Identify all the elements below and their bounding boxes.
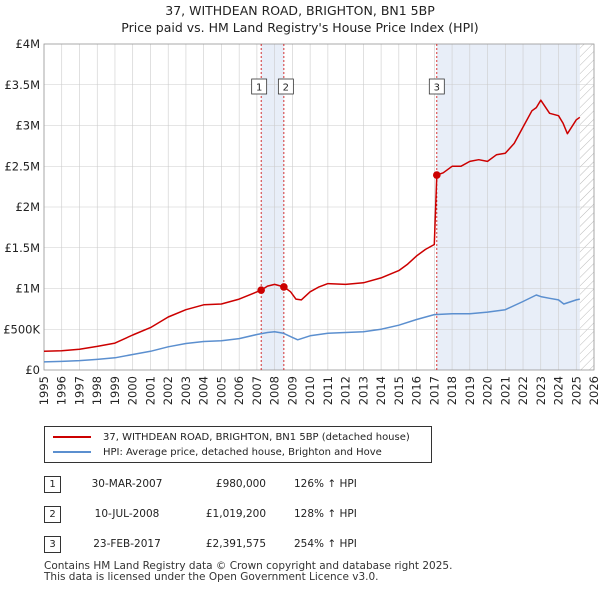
legend-swatch-hpi: [53, 451, 91, 453]
chart-subtitle: Price paid vs. HM Land Registry's House …: [121, 20, 479, 35]
x-tick-label: 2000: [126, 376, 140, 405]
x-tick-label: 2008: [268, 376, 282, 405]
y-tick-label: £1.5M: [4, 241, 40, 255]
x-tick-label: 2005: [214, 376, 228, 405]
legend-item-property: 37, WITHDEAN ROAD, BRIGHTON, BN1 5BP (de…: [53, 430, 410, 444]
sale-row: 2 10-JUL-2008 £1,019,200 128% ↑ HPI: [44, 506, 564, 526]
x-tick-label: 2016: [410, 376, 424, 405]
y-tick-label: £2M: [15, 200, 40, 214]
sale-price: £2,391,575: [205, 538, 266, 550]
x-tick-label: 2023: [534, 376, 548, 405]
x-tick-label: 2003: [179, 376, 193, 405]
y-tick-label: £1M: [15, 282, 40, 296]
sale-point: [280, 283, 288, 291]
property-price-line: [43, 99, 581, 353]
footer-copyright: Contains HM Land Registry data © Crown c…: [44, 560, 453, 572]
sale-date: 10-JUL-2008: [94, 508, 160, 520]
y-tick-label: £2.5M: [4, 159, 40, 173]
legend-label-property: 37, WITHDEAN ROAD, BRIGHTON, BN1 5BP (de…: [103, 431, 410, 443]
x-tick-label: 2012: [339, 376, 353, 405]
y-tick-label: £4M: [15, 37, 40, 51]
x-tick-label: 2018: [445, 376, 459, 405]
sale-number-box: [251, 78, 268, 95]
x-tick-label: 2017: [427, 376, 441, 405]
sale-row: 3 23-FEB-2017 £2,391,575 254% ↑ HPI: [44, 536, 564, 556]
price-chart: £0 £500K £1M £1.5M £2M £2.5M £3M £3.5M £4M 1995 19…: [3, 37, 600, 405]
y-tick-label: £3.5M: [4, 78, 40, 92]
y-tick-label: £500K: [3, 322, 40, 336]
sale-number-label: 1: [256, 83, 262, 94]
x-tick-label: 2007: [250, 376, 264, 405]
x-tick-label: 2015: [392, 376, 406, 405]
sale-number-box: [277, 78, 294, 95]
sale-number-badge: 1: [44, 476, 61, 493]
x-tick-label: 1995: [37, 376, 51, 405]
sale-point: [257, 286, 265, 294]
sale-hpi-change: 128% ↑ HPI: [294, 508, 357, 520]
hpi-line: [43, 294, 580, 363]
sale-number-box: [428, 78, 445, 95]
sale-number-label: 2: [283, 83, 289, 94]
x-tick-label: 1996: [55, 376, 69, 405]
x-tick-label: 2004: [197, 376, 211, 405]
x-tick-label: 2010: [303, 376, 317, 405]
footer: Contains HM Land Registry data © Crown c…: [44, 561, 452, 583]
x-tick-label: 1999: [108, 376, 122, 405]
x-tick-label: 2022: [516, 376, 530, 405]
sale-point: [433, 171, 441, 179]
x-tick-label: 2011: [321, 376, 335, 405]
x-tick-label: 2020: [481, 376, 495, 405]
x-tick-label: 2009: [285, 376, 299, 405]
x-tick-label: 2002: [161, 376, 175, 405]
x-tick-label: 1997: [72, 376, 86, 405]
legend-item-hpi: HPI: Average price, detached house, Brig…: [53, 445, 382, 459]
y-tick-label: £3M: [15, 119, 40, 133]
sale-number-badge: 3: [44, 536, 61, 553]
sale-row: 1 30-MAR-2007 £980,000 126% ↑ HPI: [44, 476, 564, 496]
chart-title: 37, WITHDEAN ROAD, BRIGHTON, BN1 5BP: [165, 3, 435, 18]
sale-date: 23-FEB-2017: [93, 538, 161, 550]
x-tick-label: 2024: [552, 376, 566, 405]
sale-number-label: 3: [434, 83, 440, 94]
sale-price: £980,000: [215, 478, 266, 490]
x-tick-label: 2001: [143, 376, 157, 405]
legend: 37, WITHDEAN ROAD, BRIGHTON, BN1 5BP (de…: [44, 426, 432, 463]
x-tick-label: 2021: [498, 376, 512, 405]
x-tick-label: 2019: [463, 376, 477, 405]
sale-date: 30-MAR-2007: [91, 478, 163, 490]
x-tick-label: 2025: [569, 376, 583, 405]
sale-price: £1,019,200: [205, 508, 266, 520]
x-tick-label: 2013: [356, 376, 370, 405]
x-tick-label: 1998: [90, 376, 104, 405]
y-tick-label: £0: [25, 363, 40, 377]
footer-licence: This data is licensed under the Open Gov…: [44, 571, 379, 583]
sale-number-badge: 2: [44, 506, 61, 523]
x-tick-label: 2006: [232, 376, 246, 405]
plot-frame: [43, 43, 595, 371]
x-tick-label: 2014: [374, 376, 388, 405]
legend-swatch-property: [53, 436, 91, 438]
x-tick-label: 2026: [587, 376, 600, 405]
legend-label-hpi: HPI: Average price, detached house, Brig…: [103, 446, 382, 458]
sale-hpi-change: 254% ↑ HPI: [294, 538, 357, 550]
sale-hpi-change: 126% ↑ HPI: [294, 478, 357, 490]
